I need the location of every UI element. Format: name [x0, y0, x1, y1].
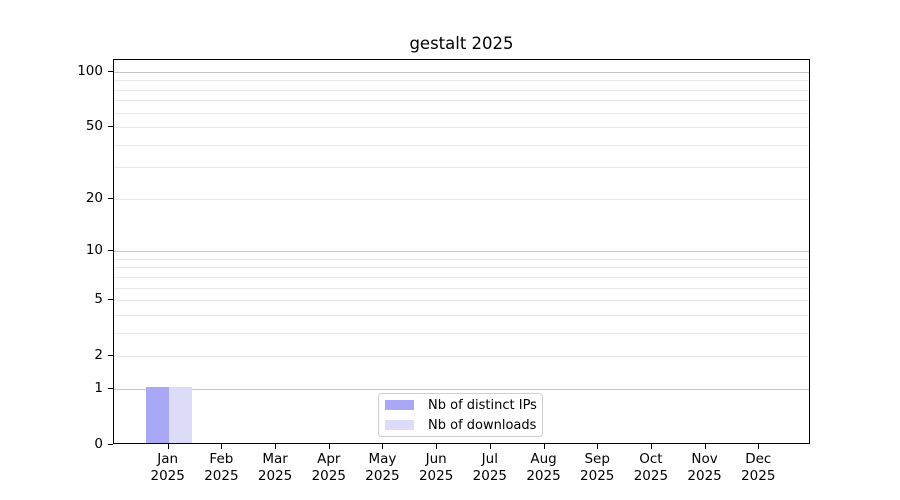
- y-gridline-minor: [114, 127, 809, 129]
- y-gridline-major: [114, 388, 809, 390]
- y-gridline-minor: [114, 144, 809, 146]
- x-tick-label-month: Oct: [639, 451, 663, 467]
- x-tick-label-year: 2025: [257, 468, 293, 484]
- y-gridline-minor: [114, 332, 809, 334]
- x-tick-label-year: 2025: [418, 468, 454, 484]
- x-tick: [489, 444, 491, 449]
- y-tick: [108, 299, 113, 301]
- x-tick: [650, 444, 652, 449]
- legend-swatch-distinct-ips: [385, 400, 414, 410]
- y-gridline-minor: [114, 356, 809, 358]
- x-tick-label-year: 2025: [580, 468, 615, 484]
- y-tick-label: 1: [94, 379, 103, 396]
- x-tick-label: Jul 2025: [450, 451, 530, 485]
- y-tick: [108, 387, 113, 389]
- y-gridline-major: [114, 71, 809, 73]
- y-gridline-minor: [114, 80, 809, 82]
- y-tick: [108, 197, 113, 199]
- y-tick: [108, 444, 113, 445]
- bar-downloads: [168, 386, 192, 443]
- y-gridline-minor: [114, 267, 809, 269]
- y-gridline-minor: [114, 89, 809, 91]
- y-gridline-minor: [114, 100, 809, 102]
- x-tick-label: Jan 2025: [128, 451, 208, 485]
- y-gridline-minor: [114, 287, 809, 289]
- y-gridline-minor: [114, 258, 809, 260]
- x-tick-label: Feb 2025: [181, 451, 261, 485]
- y-tick: [108, 355, 113, 357]
- legend-label-downloads: Nb of downloads: [428, 417, 537, 433]
- x-tick-label-year: 2025: [526, 468, 561, 484]
- x-tick-label-year: 2025: [687, 468, 722, 484]
- x-tick-label-month: Apr: [317, 451, 341, 467]
- x-tick-label: Nov 2025: [665, 451, 745, 485]
- x-tick-label-month: Jan: [157, 451, 179, 467]
- x-tick: [382, 444, 384, 449]
- x-tick-label: Mar 2025: [235, 451, 315, 485]
- y-gridline-minor: [114, 276, 809, 278]
- x-tick-label: Jun 2025: [396, 451, 476, 485]
- x-tick-label-year: 2025: [311, 468, 346, 484]
- x-tick-label-month: Feb: [209, 451, 234, 467]
- legend: Nb of distinct IPs Nb of downloads: [378, 393, 543, 437]
- x-tick: [167, 444, 169, 449]
- y-tick-label: 10: [85, 242, 103, 259]
- chart-title: gestalt 2025: [409, 34, 514, 53]
- legend-item-distinct-ips: Nb of distinct IPs: [385, 397, 538, 414]
- x-tick: [597, 444, 599, 449]
- bar-distinct-ips: [145, 386, 169, 443]
- y-gridline-minor: [114, 167, 809, 169]
- y-tick: [108, 70, 113, 72]
- x-tick-label: Apr 2025: [289, 451, 369, 485]
- y-gridline-minor: [114, 198, 809, 200]
- x-tick-label-month: May: [368, 451, 397, 467]
- legend-item-downloads: Nb of downloads: [385, 417, 538, 434]
- y-tick-label: 20: [85, 189, 103, 206]
- y-gridline-minor: [114, 314, 809, 316]
- legend-swatch-downloads: [385, 420, 414, 430]
- y-tick-label: 2: [94, 347, 103, 364]
- y-gridline-minor: [114, 112, 809, 114]
- y-tick-label: 100: [77, 62, 103, 79]
- x-tick-label-year: 2025: [365, 468, 400, 484]
- x-tick: [543, 444, 545, 449]
- x-tick-label-month: Jul: [481, 451, 498, 467]
- x-tick-label: Dec 2025: [718, 451, 798, 485]
- x-tick: [221, 444, 223, 449]
- x-tick-label-month: Nov: [691, 451, 718, 467]
- y-tick-label: 0: [94, 436, 103, 452]
- y-gridline-minor: [114, 300, 809, 302]
- x-tick-label-year: 2025: [741, 468, 776, 484]
- y-tick-label: 50: [85, 118, 103, 135]
- x-tick-label: Oct 2025: [611, 451, 691, 485]
- x-tick: [436, 444, 438, 449]
- x-tick-label: May 2025: [342, 451, 422, 485]
- legend-label-distinct-ips: Nb of distinct IPs: [428, 397, 537, 413]
- x-tick: [704, 444, 706, 449]
- x-tick-label-month: Jun: [425, 451, 447, 467]
- x-tick-label: Sep 2025: [557, 451, 637, 485]
- y-tick: [108, 250, 113, 252]
- y-tick-label: 5: [94, 291, 103, 308]
- x-tick: [275, 444, 277, 449]
- x-tick-label-year: 2025: [472, 468, 507, 484]
- plot-area: [113, 59, 810, 444]
- x-tick-label-year: 2025: [204, 468, 239, 484]
- x-tick-label-year: 2025: [633, 468, 669, 484]
- x-tick-label-year: 2025: [150, 468, 185, 484]
- x-tick: [328, 444, 330, 449]
- x-tick-label: Aug 2025: [504, 451, 584, 485]
- y-gridline-major: [114, 251, 809, 253]
- x-tick-label-month: Sep: [584, 451, 610, 467]
- y-tick: [108, 126, 113, 128]
- x-tick-label-month: Mar: [262, 451, 288, 467]
- x-tick: [758, 444, 760, 449]
- x-tick-label-month: Dec: [745, 451, 772, 467]
- x-tick-label-month: Aug: [530, 451, 557, 467]
